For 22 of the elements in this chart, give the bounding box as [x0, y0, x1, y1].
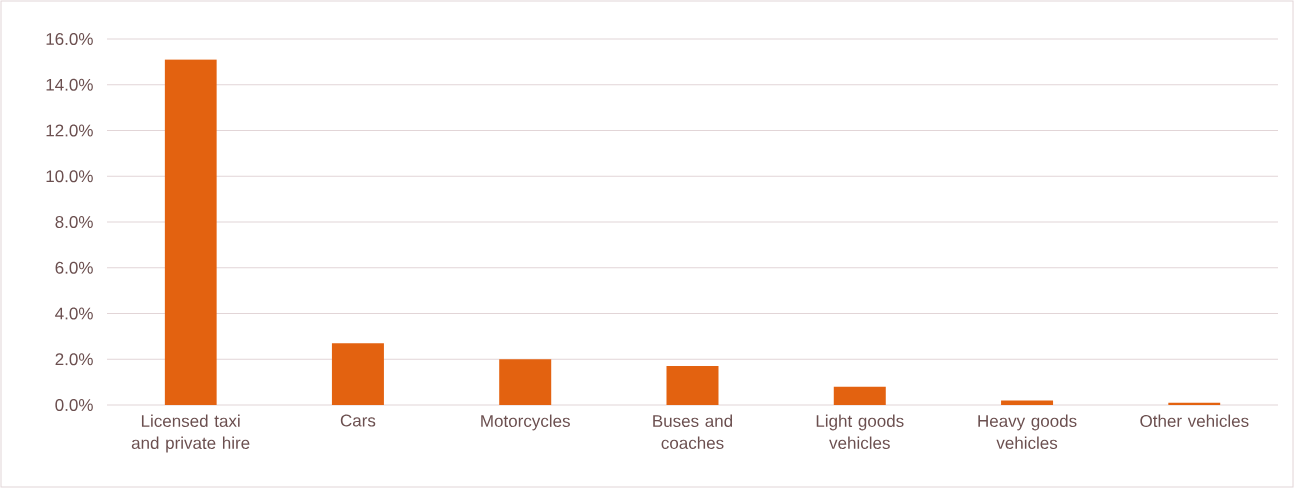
bar	[1001, 400, 1054, 405]
y-tick-label: 0.0%	[55, 398, 93, 412]
x-tick-label: Heavy goods vehicles	[978, 414, 1077, 450]
x-tick-label: Buses and coaches	[653, 414, 733, 450]
y-tick-label: 2.0%	[55, 353, 93, 366]
y-tick-label: 6.0%	[55, 261, 93, 274]
y-tick-label: 8.0%	[55, 215, 93, 229]
x-tick-label: Light goods vehicles	[816, 414, 904, 450]
x-tick-label: Other vehicles	[1140, 414, 1249, 428]
x-tick-label: Licensed taxi and private hire	[131, 414, 250, 453]
y-tick-label: 14.0%	[46, 78, 93, 91]
bar	[666, 366, 719, 405]
bar	[331, 343, 384, 405]
x-tick-label: Cars	[340, 414, 376, 427]
y-tick-label: 12.0%	[46, 124, 93, 137]
y-tick-label: 16.0%	[46, 32, 93, 46]
bar	[833, 386, 886, 405]
bar	[499, 359, 552, 405]
y-tick-label: 10.0%	[46, 170, 93, 183]
x-tick-label: Motorcycles	[481, 414, 570, 431]
y-tick-label: 4.0%	[55, 307, 93, 320]
bar	[164, 59, 217, 405]
